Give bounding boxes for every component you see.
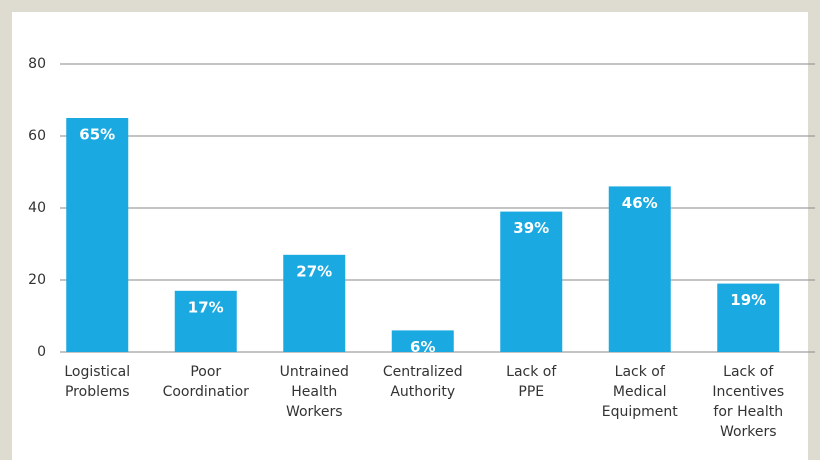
x-tick-label: Untrained Health Workers [280,364,349,420]
bar [717,283,780,352]
x-tick-label-line: Lack of [723,364,774,380]
x-tick-label: Lack of PPE [506,364,557,400]
x-tick-label-line: Authority [390,384,455,400]
x-tick-label-line: Logistical [64,364,130,380]
y-tick-label: 40 [28,200,46,216]
x-tick-label: Logistical Problems [64,364,130,400]
y-tick-label: 80 [28,56,46,72]
x-tick-label-line: Coordinatior [163,384,250,400]
value-label: 19% [730,291,766,309]
x-tick-label-line: Lack of [615,364,666,380]
x-tick-label-line: Workers [720,424,777,440]
x-tick-label-line: Poor [190,364,221,380]
x-tick-label: Centralized Authority [383,364,463,400]
value-label: 39% [513,219,549,237]
y-tick-label: 0 [37,344,46,360]
value-label: 17% [188,298,224,316]
bar [283,254,346,352]
x-tick-label-line: PPE [518,384,544,400]
x-tick-label-line: Problems [65,384,130,400]
x-tick-label: Poor Coordinatior [163,364,250,400]
bar [66,118,129,352]
y-tick-label: 60 [28,128,46,144]
x-tick-label-line: for Health [713,404,783,420]
x-tick-label-line: Lack of [506,364,557,380]
x-tick-label-line: Incentives [712,384,784,400]
x-tick-label-line: Equipment [602,404,679,420]
value-label: 6% [410,338,435,356]
x-tick-label: Lack of Medical Equipment [602,364,679,420]
x-tick-label-line: Health [291,384,337,400]
x-tick-label-line: Workers [286,404,343,420]
bar [174,290,237,352]
bar [608,186,671,352]
x-tick-label: Lack of Incentives for Health Workers [712,364,784,440]
x-tick-label-line: Untrained [280,364,349,380]
value-label: 65% [79,126,115,144]
x-tick-label-line: Centralized [383,364,463,380]
chart-panel [12,12,808,460]
x-tick-label-line: Medical [613,384,667,400]
bar [500,211,563,352]
value-label: 27% [296,262,332,280]
y-tick-label: 20 [28,272,46,288]
bar [391,330,454,352]
value-label: 46% [622,194,658,212]
